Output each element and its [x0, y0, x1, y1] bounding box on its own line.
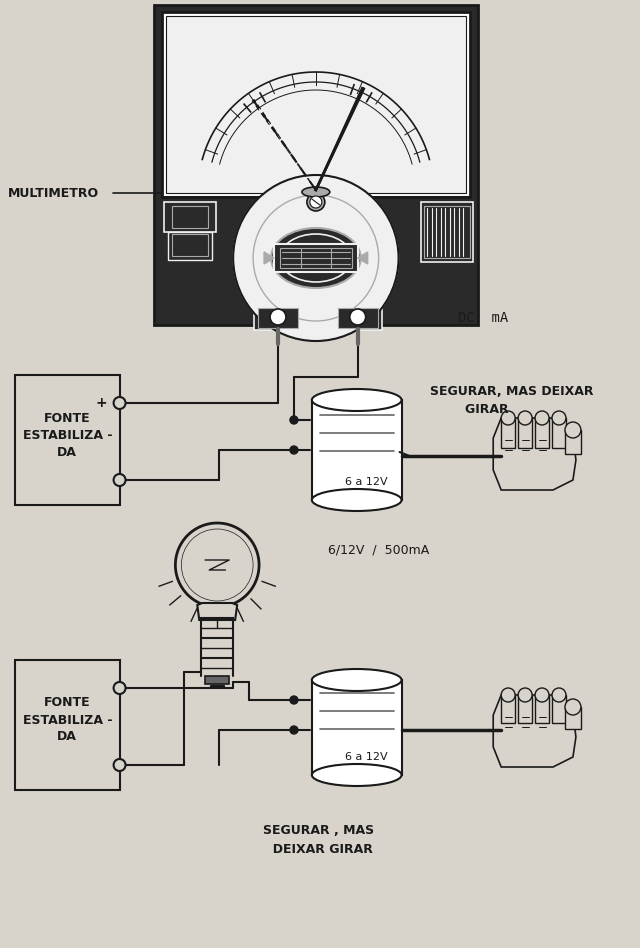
Bar	[168, 232, 212, 260]
Circle shape	[349, 309, 365, 325]
Circle shape	[290, 726, 298, 734]
Text: 6 a 12V: 6 a 12V	[346, 752, 388, 762]
Bar	[424, 206, 470, 258]
Circle shape	[113, 759, 125, 771]
Polygon shape	[493, 418, 576, 490]
Text: 6/12V  /  500mA: 6/12V / 500mA	[328, 543, 429, 556]
Circle shape	[535, 411, 549, 425]
Bar	[422, 202, 474, 262]
Bar	[501, 695, 515, 723]
Bar	[518, 695, 532, 723]
Ellipse shape	[271, 228, 361, 288]
Circle shape	[307, 193, 325, 211]
Text: MULTIMETRO: MULTIMETRO	[8, 187, 99, 199]
Text: DC  mA: DC mA	[458, 311, 509, 325]
Polygon shape	[197, 603, 237, 620]
Bar	[258, 308, 298, 328]
Bar	[565, 430, 581, 454]
Circle shape	[253, 195, 379, 321]
Circle shape	[181, 529, 253, 601]
Circle shape	[535, 688, 549, 702]
Circle shape	[113, 474, 125, 486]
Circle shape	[113, 397, 125, 409]
Ellipse shape	[312, 764, 401, 786]
Text: SEGURAR , MAS
  DEIXAR GIRAR: SEGURAR , MAS DEIXAR GIRAR	[263, 824, 374, 856]
Circle shape	[290, 696, 298, 704]
Bar	[535, 418, 549, 448]
Circle shape	[310, 196, 322, 208]
Circle shape	[233, 175, 399, 341]
Ellipse shape	[280, 234, 352, 282]
Bar	[501, 418, 515, 448]
Circle shape	[552, 411, 566, 425]
Ellipse shape	[312, 389, 401, 411]
Bar	[274, 244, 358, 272]
Circle shape	[253, 195, 379, 321]
Circle shape	[290, 446, 298, 454]
Bar	[15, 375, 120, 505]
Circle shape	[233, 175, 399, 341]
Bar	[280, 248, 352, 268]
Circle shape	[113, 682, 125, 694]
Ellipse shape	[302, 187, 330, 197]
Circle shape	[518, 411, 532, 425]
Bar	[172, 234, 208, 256]
Text: 6 a 12V: 6 a 12V	[346, 477, 388, 487]
Bar	[552, 418, 566, 448]
Circle shape	[175, 523, 259, 607]
Bar	[312, 680, 401, 775]
Polygon shape	[493, 695, 576, 767]
Text: FONTE
ESTABILIZA -
DA: FONTE ESTABILIZA - DA	[22, 697, 112, 743]
Bar	[312, 400, 401, 500]
Bar	[338, 308, 378, 328]
Text: +: +	[96, 396, 108, 410]
Circle shape	[501, 688, 515, 702]
Bar	[164, 202, 216, 232]
Bar	[535, 695, 549, 723]
Bar	[205, 676, 229, 684]
Bar	[334, 304, 381, 330]
Bar	[166, 16, 467, 193]
Circle shape	[565, 422, 581, 438]
Circle shape	[290, 416, 298, 424]
Circle shape	[501, 411, 515, 425]
Polygon shape	[358, 252, 367, 264]
Circle shape	[565, 699, 581, 715]
Text: SEGURAR, MAS DEIXAR
        GIRAR: SEGURAR, MAS DEIXAR GIRAR	[431, 385, 594, 415]
Circle shape	[270, 309, 286, 325]
Bar	[565, 707, 581, 729]
Bar	[518, 418, 532, 448]
Circle shape	[552, 688, 566, 702]
Text: FONTE
ESTABILIZA -
DA: FONTE ESTABILIZA - DA	[22, 411, 112, 459]
Bar	[552, 695, 566, 723]
Bar	[15, 660, 120, 790]
Circle shape	[518, 688, 532, 702]
Ellipse shape	[312, 489, 401, 511]
Bar	[154, 5, 478, 325]
Ellipse shape	[312, 669, 401, 691]
Circle shape	[233, 175, 399, 341]
Polygon shape	[264, 252, 274, 264]
Bar	[172, 206, 208, 228]
Bar	[254, 304, 302, 330]
Bar	[163, 12, 470, 197]
